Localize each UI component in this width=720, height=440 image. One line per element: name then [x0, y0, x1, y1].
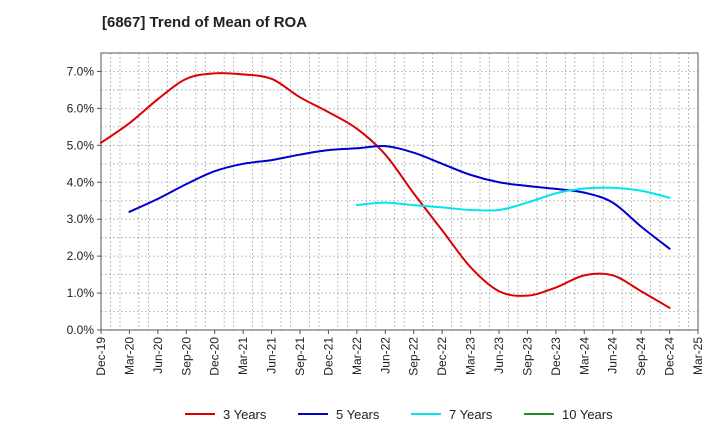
chart-title: [6867] Trend of Mean of ROA [102, 14, 308, 31]
axes: 0.0% 1.0% 2.0% 3.0% 4.0% 5.0% 6.0% 7.0% Dec-19 Ma… [67, 64, 705, 375]
x-tick-label: Dec-21 [321, 337, 335, 376]
x-tick-label: Jun-22 [378, 337, 392, 374]
x-tick-label: Mar-25 [691, 337, 705, 375]
x-tick-label: Jun-24 [606, 337, 620, 374]
y-tick-label: 0.0% [67, 323, 95, 337]
x-tick-label: Mar-20 [122, 337, 136, 375]
x-tick-label: Sep-24 [634, 337, 648, 376]
x-tick-label: Mar-22 [350, 337, 364, 375]
x-tick-label: Dec-23 [549, 337, 563, 376]
x-tick-label: Sep-21 [293, 337, 307, 376]
x-tick-label: Dec-19 [94, 337, 108, 376]
x-tick-label: Mar-23 [464, 337, 478, 375]
x-tick-label: Dec-20 [208, 337, 222, 376]
y-tick-label: 2.0% [67, 249, 95, 263]
y-tick-label: 7.0% [67, 64, 95, 78]
legend-label: 7 Years [449, 407, 493, 422]
x-tick-label: Dec-22 [435, 337, 449, 376]
x-tick-label: Jun-20 [151, 337, 165, 374]
grid [101, 53, 698, 330]
series-line-3-years [100, 72, 671, 309]
y-tick-label: 5.0% [67, 138, 95, 152]
x-tick-label: Mar-24 [577, 337, 591, 375]
y-tick-label: 3.0% [67, 212, 95, 226]
y-tick-label: 4.0% [67, 175, 95, 189]
y-tick-label: 1.0% [67, 286, 95, 300]
legend-label: 3 Years [223, 407, 267, 422]
x-tick-label: Dec-24 [663, 337, 677, 376]
series-line-7-years [355, 186, 671, 212]
series-lines [100, 72, 671, 309]
x-tick-label: Sep-22 [407, 337, 421, 376]
series-line-5-years [128, 144, 671, 250]
x-tick-label: Sep-23 [520, 337, 534, 376]
x-tick-label: Jun-21 [265, 337, 279, 374]
legend: 3 Years 5 Years 7 Years 10 Years [185, 407, 613, 422]
legend-label: 10 Years [562, 407, 613, 422]
x-tick-label: Sep-20 [179, 337, 193, 376]
y-tick-label: 6.0% [67, 101, 95, 115]
legend-label: 5 Years [336, 407, 380, 422]
x-tick-label: Mar-21 [236, 337, 250, 375]
plot-area [100, 52, 699, 331]
x-tick-label: Jun-23 [492, 337, 506, 374]
